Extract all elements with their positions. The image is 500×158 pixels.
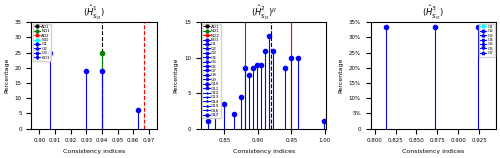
Legend: AO1, NO1, AO2, WO, O1, O2, O3, BO1: AO1, NO1, AO2, WO, O1, O2, O3, BO1 <box>32 24 52 61</box>
Legend: AO1, NO1, NO2, BO1, O1, O2, O3, O4, O5, O6, O7, O8, O9, O10, O11, O12, O13, O14,: AO1, NO1, NO2, BO1, O1, O2, O3, O4, O5, … <box>202 24 221 118</box>
Title: $(\hat{H}^1_{\tilde{S}_O})$: $(\hat{H}^1_{\tilde{S}_O})$ <box>84 4 105 22</box>
X-axis label: Consistency indices: Consistency indices <box>63 149 125 154</box>
Y-axis label: Percentage: Percentage <box>338 58 343 93</box>
Title: $(\hat{H}^2_{\tilde{S}_O})^{II}$: $(\hat{H}^2_{\tilde{S}_O})^{II}$ <box>251 4 276 22</box>
X-axis label: Consistency indices: Consistency indices <box>402 149 464 154</box>
Y-axis label: Percentage: Percentage <box>4 58 9 93</box>
Y-axis label: Percentage: Percentage <box>174 58 178 93</box>
Legend: O1, O2, O3, O4, O5, O6, O7: O1, O2, O3, O4, O5, O6, O7 <box>478 24 494 57</box>
X-axis label: Consistency indices: Consistency indices <box>232 149 295 154</box>
Title: $(\hat{H}^3_{\tilde{S}_O})$: $(\hat{H}^3_{\tilde{S}_O})$ <box>422 4 444 22</box>
